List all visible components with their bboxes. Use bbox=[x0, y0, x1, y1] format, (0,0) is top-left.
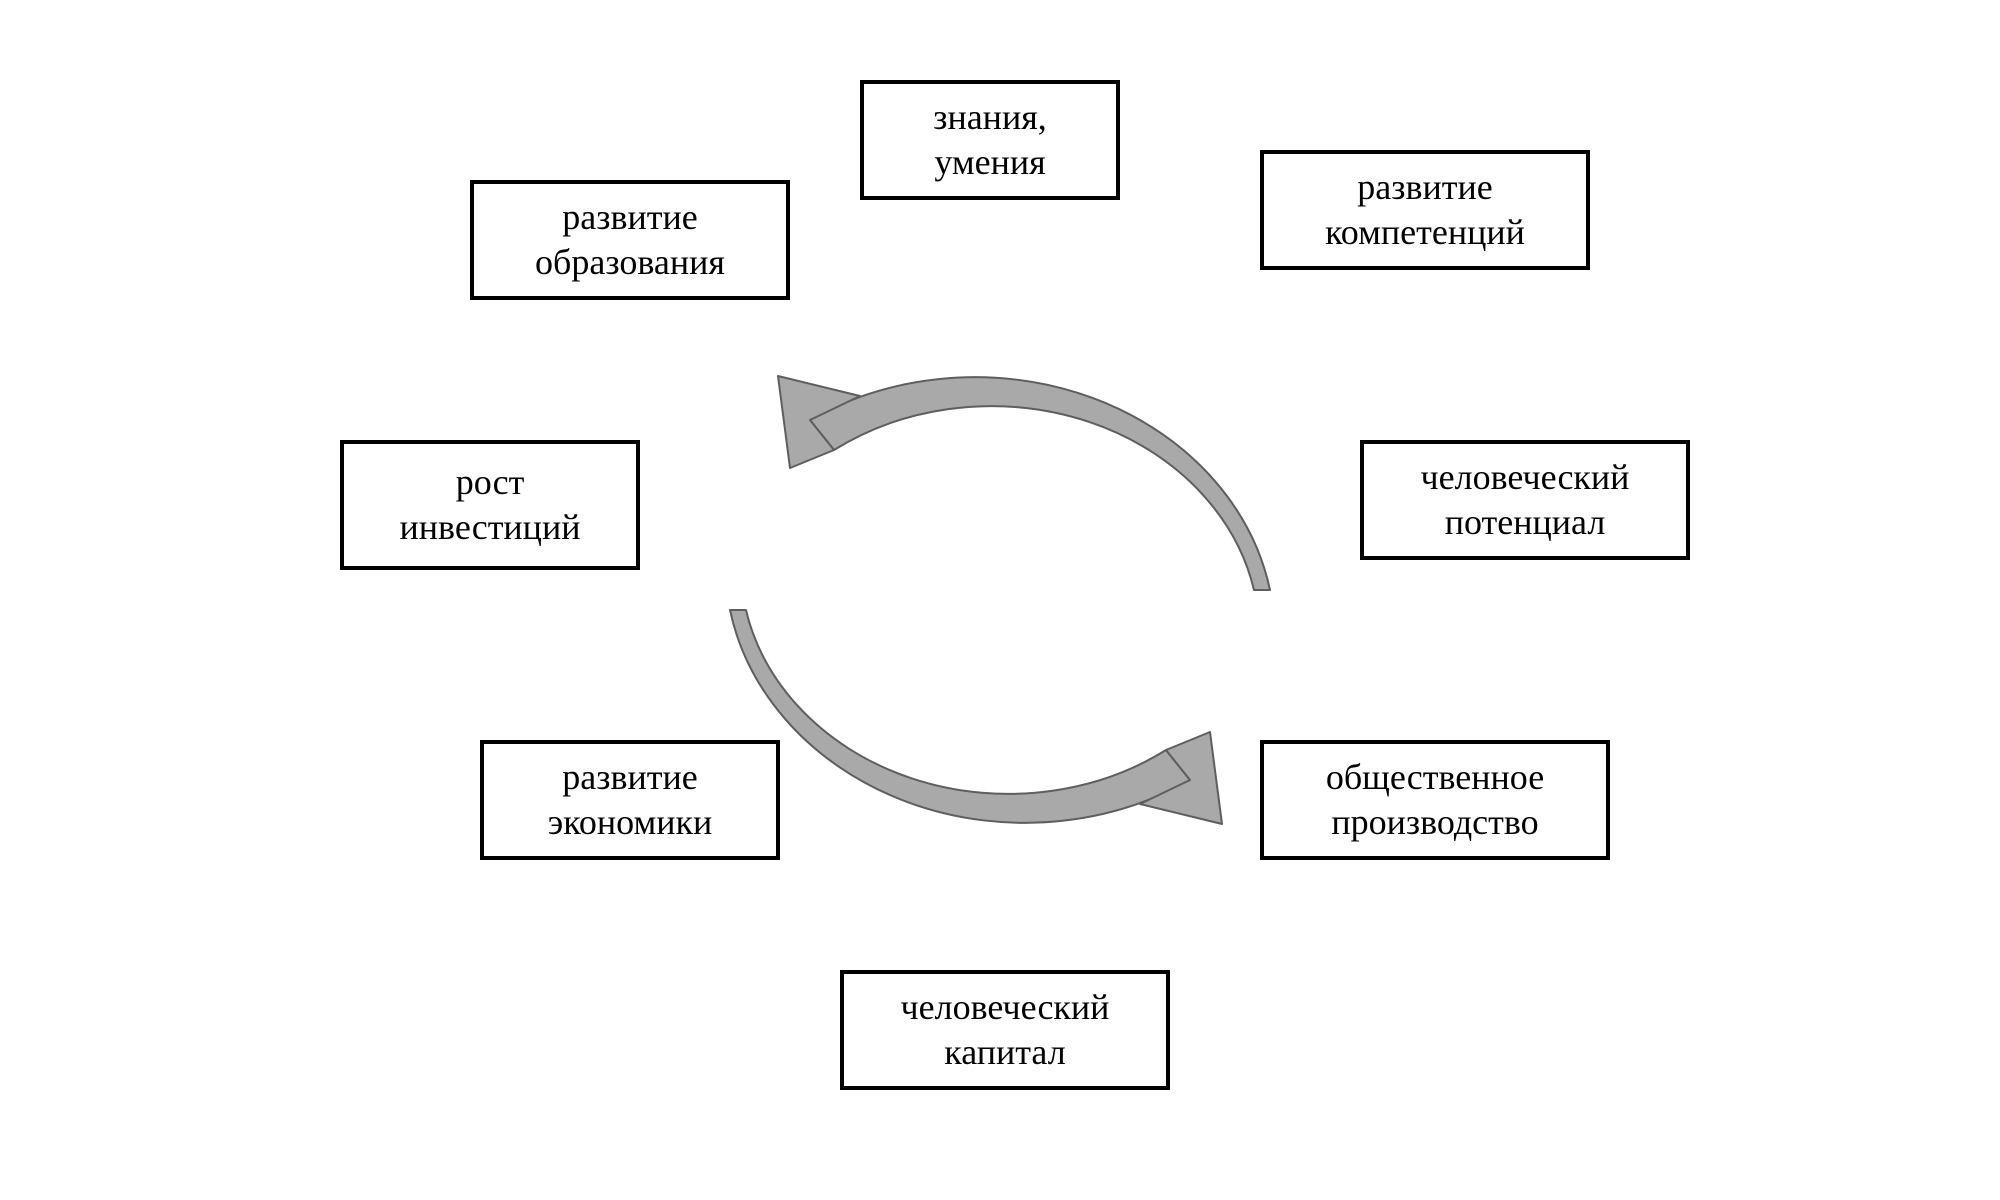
node-investment-growth: рост инвестиций bbox=[340, 440, 640, 570]
node-label: развитие экономики bbox=[548, 755, 713, 845]
lower-cycle-arrow-icon bbox=[730, 610, 1222, 824]
node-knowledge-skills: знания, умения bbox=[860, 80, 1120, 200]
node-education-development: развитие образования bbox=[470, 180, 790, 300]
node-economy-development: развитие экономики bbox=[480, 740, 780, 860]
node-label: общественное производство bbox=[1326, 755, 1544, 845]
upper-cycle-arrow-icon bbox=[778, 376, 1270, 590]
node-label: рост инвестиций bbox=[400, 460, 581, 550]
node-label: знания, умения bbox=[933, 95, 1047, 185]
node-label: развитие компетенций bbox=[1325, 165, 1525, 255]
node-social-production: общественное производство bbox=[1260, 740, 1610, 860]
node-label: человеческий потенциал bbox=[1421, 455, 1630, 545]
node-label: развитие образования bbox=[535, 195, 725, 285]
node-label: человеческий капитал bbox=[901, 985, 1110, 1075]
node-human-potential: человеческий потенциал bbox=[1360, 440, 1690, 560]
node-human-capital: человеческий капитал bbox=[840, 970, 1170, 1090]
node-competence-development: развитие компетенций bbox=[1260, 150, 1590, 270]
cycle-diagram: знания, умения развитие компетенций чело… bbox=[300, 50, 1700, 1150]
